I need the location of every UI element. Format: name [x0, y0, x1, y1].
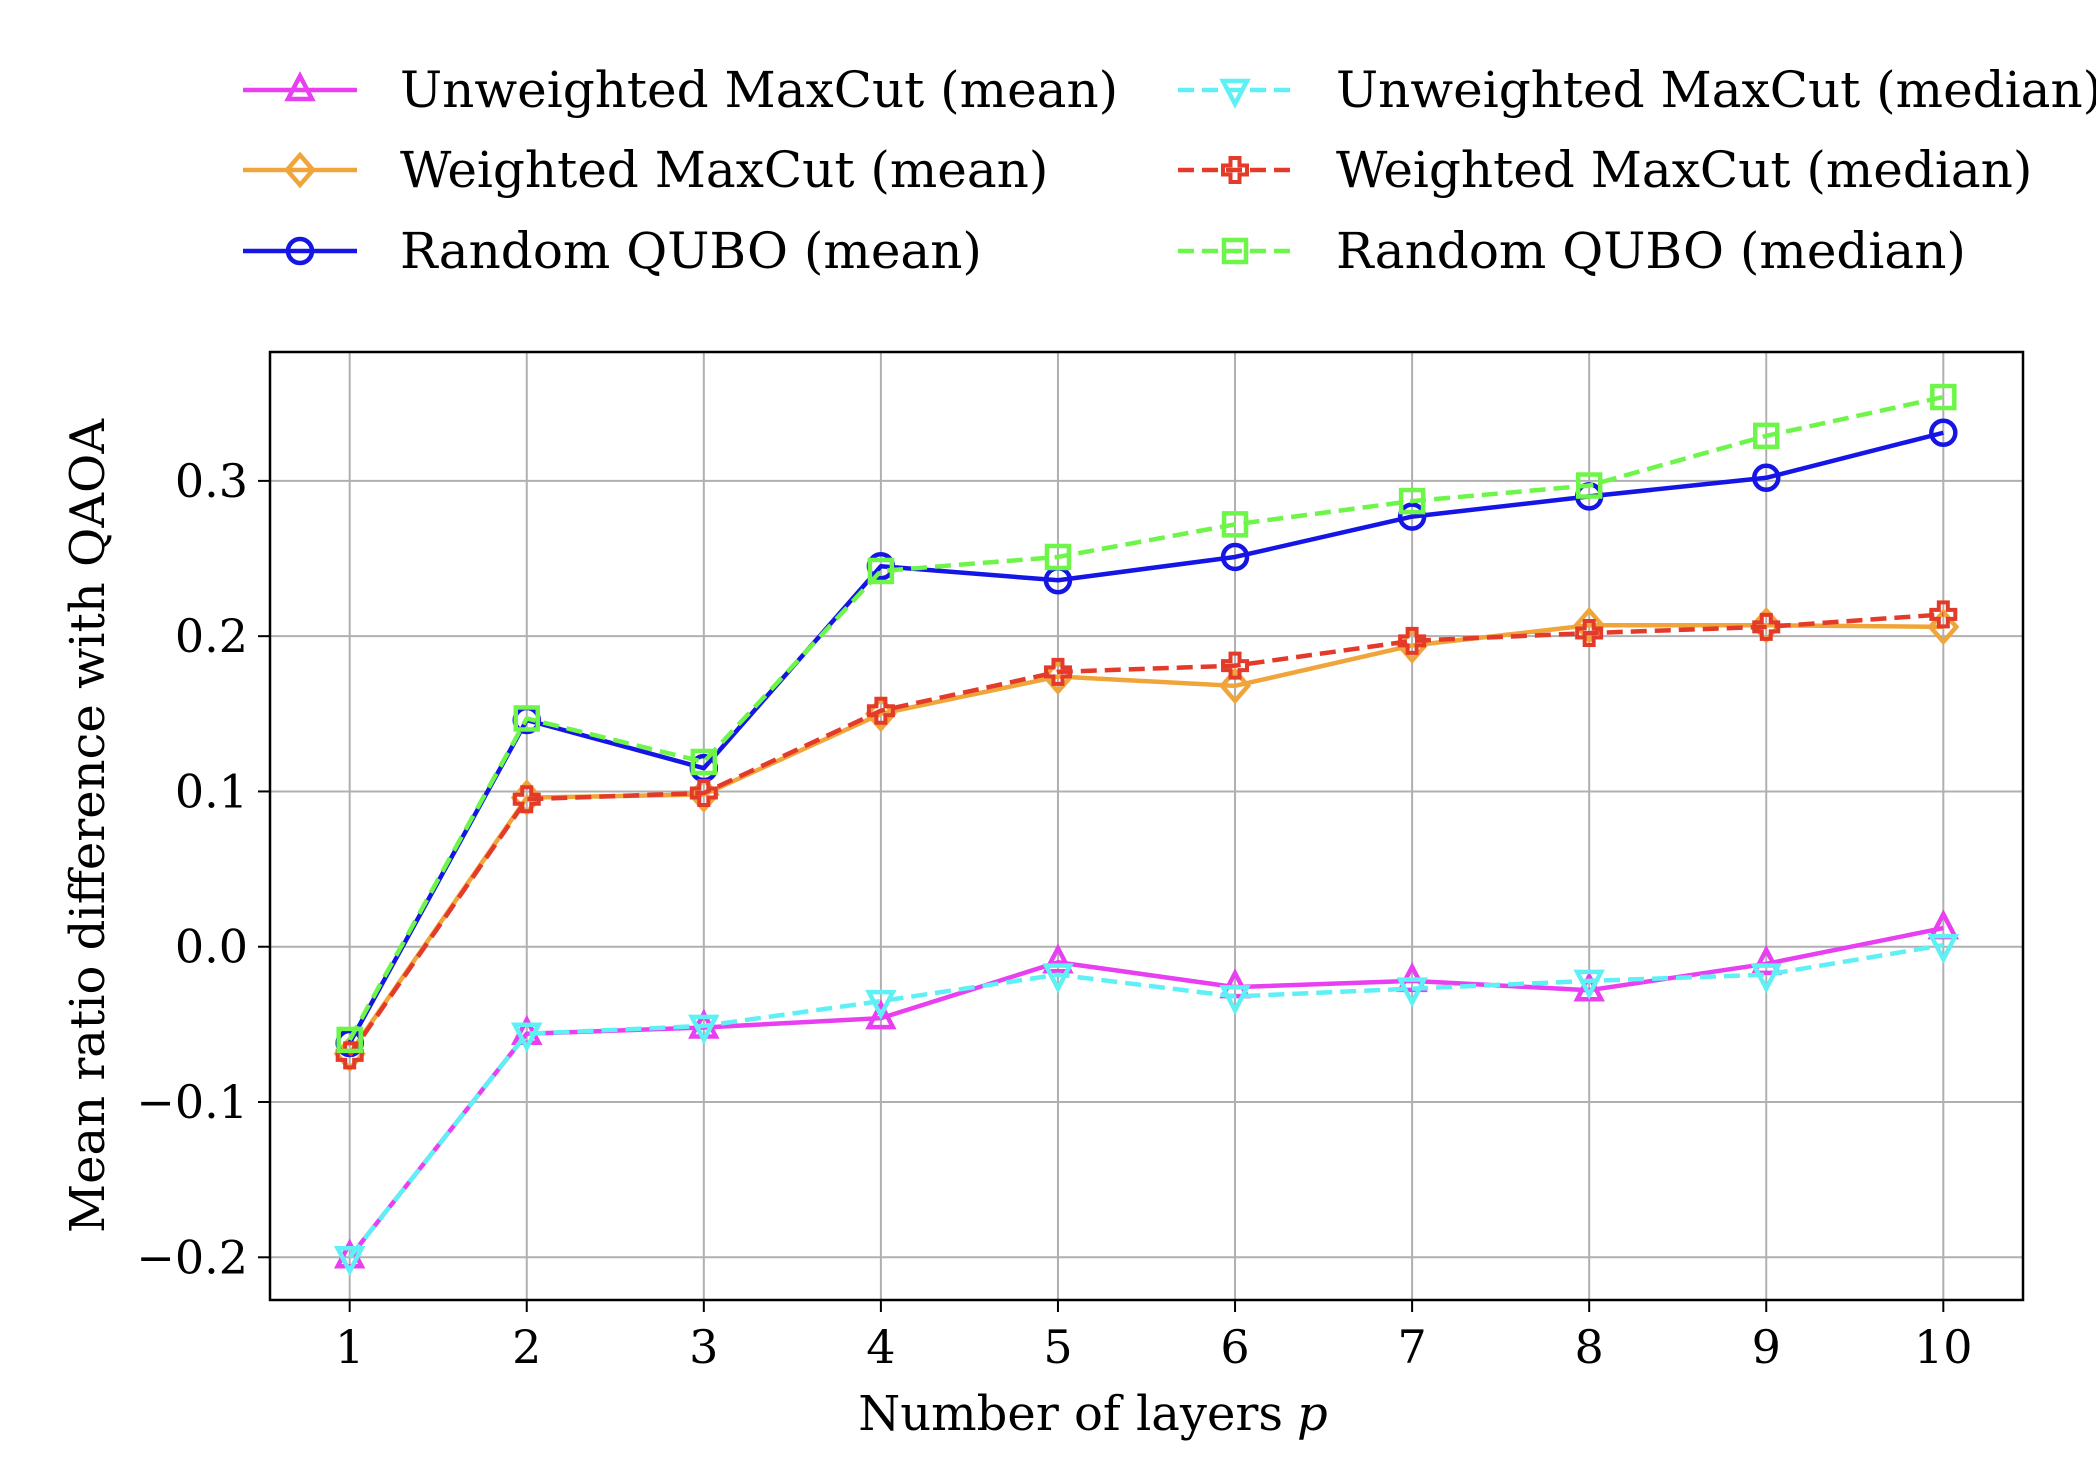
series-point-random-qubo-median [1398, 487, 1426, 515]
series-point-unweighted-maxcut-median [1750, 963, 1782, 994]
legend-swatch-marker [1221, 156, 1249, 184]
series-point-random-qubo-mean [1397, 502, 1427, 531]
series-point-random-qubo-median [1752, 422, 1780, 450]
series-point-weighted-maxcut-median [1221, 651, 1250, 680]
series-point-unweighted-maxcut-mean [333, 1238, 366, 1269]
series-point-weighted-maxcut-mean [1573, 606, 1606, 644]
series-point-weighted-maxcut-median [1752, 612, 1781, 641]
legend-swatch-marker [1219, 78, 1251, 109]
series-point-weighted-maxcut-mean [864, 695, 897, 733]
x-axis-label-text: Number of layers [858, 1386, 1283, 1442]
series-point-random-qubo-median [336, 1026, 363, 1054]
series-point-random-qubo-median [690, 748, 718, 776]
x-tick-label: 3 [689, 1320, 718, 1374]
series-point-random-qubo-median [1044, 543, 1072, 571]
series-point-unweighted-maxcut-mean [1042, 943, 1074, 974]
x-tick-label: 9 [1752, 1320, 1781, 1374]
legend-swatch-marker [285, 236, 315, 266]
y-tick-label: 0.1 [175, 764, 248, 818]
legend-entry-weighted-maxcut-median: Weighted MaxCut (median) [1178, 141, 2032, 199]
series-point-weighted-maxcut-median [1575, 619, 1604, 648]
series-point-weighted-maxcut-median [866, 696, 895, 725]
legend-label: Weighted MaxCut (mean) [400, 141, 1048, 199]
x-tick-label: 10 [1914, 1320, 1973, 1374]
legend-entry-random-qubo-mean: Random QUBO (mean) [243, 222, 982, 280]
series-point-random-qubo-median [867, 557, 895, 585]
axis-ticks: 1 2 3 4 5 6 7 8 9 10 −0.2 −0.1 0.0 0.1 0.2 0.3 [136, 454, 1972, 1374]
series-point-unweighted-maxcut-median [1042, 963, 1074, 994]
series-point-unweighted-maxcut-median [865, 989, 897, 1020]
series-point-weighted-maxcut-median [1398, 626, 1427, 655]
x-tick-label: 6 [1220, 1320, 1249, 1374]
legend-label: Unweighted MaxCut (median) [1336, 61, 2096, 119]
series-point-weighted-maxcut-median [1929, 600, 1958, 629]
series-unweighted-maxcut-median [333, 933, 1960, 1277]
series-point-random-qubo-median [1575, 472, 1603, 499]
legend-label: Weighted MaxCut (median) [1336, 141, 2032, 199]
x-tick-label: 5 [1043, 1320, 1072, 1374]
legend: Unweighted MaxCut (mean) Weighted MaxCut … [243, 61, 2096, 280]
series-point-random-qubo-mean [1220, 542, 1250, 572]
legend-swatch-marker [284, 71, 316, 102]
series-point-unweighted-maxcut-median [1396, 977, 1428, 1008]
series-point-unweighted-maxcut-median [1927, 933, 1960, 965]
series-point-random-qubo-mean [1751, 463, 1781, 493]
x-tick-label: 8 [1575, 1320, 1604, 1374]
x-axis-label: Number of layers p [858, 1386, 1328, 1442]
series-point-random-qubo-median [513, 705, 541, 732]
x-tick-label: 1 [335, 1320, 364, 1374]
y-tick-label: 0.0 [175, 920, 248, 974]
series-layer [333, 383, 1960, 1277]
plot-frame [268, 350, 2025, 1302]
series-point-unweighted-maxcut-median [688, 1014, 720, 1045]
x-tick-label: 4 [866, 1320, 895, 1374]
x-tick-label: 7 [1397, 1320, 1426, 1374]
series-point-weighted-maxcut-mean [1219, 667, 1252, 705]
series-line-random-qubo-mean [347, 430, 1944, 1045]
series-line-unweighted-maxcut-median [347, 942, 1944, 1259]
x-axis-label-variable: p [1297, 1386, 1328, 1442]
series-point-unweighted-maxcut-median [511, 1022, 543, 1053]
series-line-random-qubo-median [347, 394, 1944, 1041]
series-point-unweighted-maxcut-mean [1750, 944, 1782, 976]
legend-label: Random QUBO (median) [1336, 222, 1966, 280]
legend-swatch-marker [1221, 237, 1249, 265]
series-point-weighted-maxcut-median [1043, 657, 1072, 686]
series-point-unweighted-maxcut-median [1219, 985, 1251, 1016]
series-point-random-qubo-median [1930, 383, 1957, 411]
legend-entry-random-qubo-median: Random QUBO (median) [1178, 222, 1966, 280]
series-point-unweighted-maxcut-median [333, 1246, 366, 1277]
series-point-random-qubo-mean [1929, 418, 1958, 447]
series-point-weighted-maxcut-mean [1927, 608, 1960, 646]
x-tick-label: 2 [512, 1320, 541, 1374]
legend-label: Unweighted MaxCut (mean) [400, 61, 1118, 119]
y-tick-label: 0.3 [175, 454, 248, 508]
series-point-unweighted-maxcut-mean [865, 999, 897, 1030]
legend-entry-unweighted-maxcut-mean: Unweighted MaxCut (mean) [243, 61, 1118, 119]
y-tick-label: 0.2 [175, 609, 248, 663]
y-axis-label: Mean ratio difference with QAOA [60, 418, 116, 1233]
series-random-qubo-median [336, 383, 1957, 1054]
series-point-weighted-maxcut-median [689, 779, 718, 808]
series-point-weighted-maxcut-median [512, 785, 541, 814]
legend-entry-unweighted-maxcut-median: Unweighted MaxCut (median) [1178, 61, 2096, 119]
y-tick-label: −0.2 [136, 1230, 248, 1284]
legend-swatch-marker [284, 151, 316, 189]
y-tick-label: −0.1 [136, 1075, 248, 1129]
series-point-random-qubo-median [1221, 511, 1249, 538]
series-line-weighted-maxcut-mean [347, 623, 1944, 1056]
legend-label: Random QUBO (mean) [400, 222, 982, 280]
series-point-unweighted-maxcut-median [1573, 969, 1605, 1000]
legend-entry-weighted-maxcut-mean: Weighted MaxCut (mean) [243, 141, 1048, 199]
